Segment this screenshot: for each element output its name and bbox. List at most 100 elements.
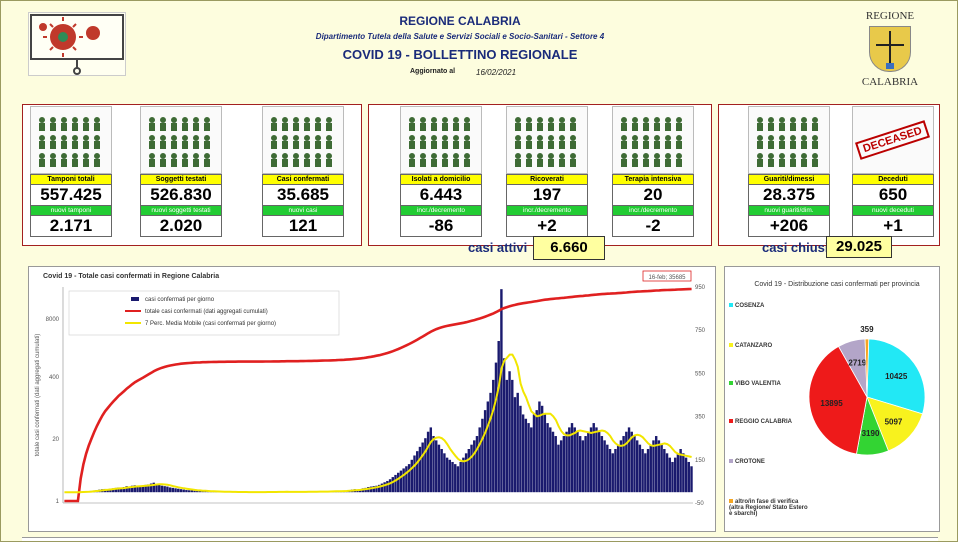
tile-label: Guariti/dimessi xyxy=(748,174,830,185)
daily-cases-bar xyxy=(654,436,658,493)
deceased-stamp-icon: DECEASED xyxy=(852,106,934,174)
daily-cases-bar xyxy=(597,431,601,493)
daily-cases-bar xyxy=(687,461,690,493)
tile-3: Isolati a domicilio 6.443 incr./decremento… xyxy=(400,106,482,237)
daily-cases-bar xyxy=(508,371,511,493)
pie-legend-item: altro/in fase di verifica (altra Regione… xyxy=(729,499,809,517)
legend-box xyxy=(68,290,340,336)
daily-cases-bar xyxy=(391,477,394,493)
house-icon xyxy=(400,106,482,174)
tile-sub-label: nuovi soggetti testati xyxy=(140,205,222,216)
closed-cases-label: casi chiusi xyxy=(762,240,829,255)
daily-cases-bar xyxy=(464,453,468,493)
daily-cases-bar xyxy=(606,444,609,493)
tile-label: Soggetti testati xyxy=(140,174,222,185)
daily-cases-bar xyxy=(635,440,639,493)
daily-cases-bar xyxy=(402,468,405,493)
daily-cases-bar xyxy=(603,440,606,493)
daily-cases-bar xyxy=(437,444,441,493)
daily-cases-bar xyxy=(644,453,647,493)
pie-slice xyxy=(866,338,926,415)
daily-cases-bar xyxy=(483,410,487,493)
daily-cases-bar xyxy=(139,486,142,493)
lab-equipment-icon xyxy=(30,106,112,174)
daily-cases-bar xyxy=(454,464,457,493)
daily-cases-bar xyxy=(562,436,566,493)
legend-swatch xyxy=(729,459,733,464)
tile-2: Casi confermati 35.685 nuovi casi 121 xyxy=(262,106,344,237)
daily-cases-bar xyxy=(456,466,460,493)
y-left-tick: 400 xyxy=(49,375,60,381)
pie-legend-label: COSENZA xyxy=(735,303,765,309)
tile-label: Ricoverati xyxy=(506,174,588,185)
legend-swatch xyxy=(729,381,733,386)
cumulative-cases-line xyxy=(64,287,692,503)
daily-cases-bar xyxy=(478,427,481,493)
daily-cases-bar xyxy=(625,431,628,493)
tile-1: Soggetti testati 526.830 nuovi soggetti te… xyxy=(140,106,222,237)
closed-cases-value: 29.025 xyxy=(826,236,892,258)
updated-date: 16/02/2021 xyxy=(476,68,517,77)
pie-value-label: 13895 xyxy=(820,399,843,408)
daily-cases-bar xyxy=(163,486,166,493)
daily-cases-bar xyxy=(158,484,161,493)
daily-cases-bar xyxy=(502,358,506,493)
department-subtitle: Dipartimento Tutela della Salute e Servi… xyxy=(315,32,605,41)
daily-cases-bar xyxy=(646,449,650,493)
legend-entry: totale casi confermati (dati aggregati c… xyxy=(145,309,268,315)
daily-cases-bar xyxy=(448,459,452,493)
virus-illustration-icon xyxy=(28,12,126,76)
daily-cases-bar xyxy=(125,486,128,493)
y-right-tick: 150 xyxy=(695,458,706,464)
tile-0: Tamponi totali 557.425 nuovi tamponi 2.171 xyxy=(30,106,112,237)
daily-cases-bar xyxy=(690,466,693,493)
province-chart: Covid 19 - Distribuzione casi confermati… xyxy=(724,266,940,532)
bottom-strip xyxy=(22,537,938,541)
daily-cases-bar xyxy=(380,483,384,493)
daily-cases-bar xyxy=(114,487,118,493)
daily-cases-bar xyxy=(663,449,666,493)
daily-cases-bar xyxy=(388,479,392,493)
daily-cases-bar xyxy=(475,436,479,493)
legend-entry: casi confermati per giorno xyxy=(145,297,215,303)
daily-cases-bar xyxy=(581,440,585,493)
pie-legend-item: COSENZA xyxy=(729,303,799,309)
daily-cases-bar xyxy=(171,487,175,493)
tile-label: Terapia intensiva xyxy=(612,174,694,185)
cases-chart-svg: 8000 400 20 1 950 750 550 350 150 -50 totale casi … xyxy=(35,270,706,507)
daily-cases-bar xyxy=(511,379,514,493)
daily-cases-bar xyxy=(497,341,500,493)
y-right-tick: 950 xyxy=(695,285,706,291)
daily-cases-bar xyxy=(394,474,397,493)
legend-swatch xyxy=(729,303,733,308)
pie-slice xyxy=(808,345,868,455)
daily-cases-bar xyxy=(117,487,120,493)
daily-cases-bar xyxy=(524,418,528,493)
y-axis-label: totale casi confermati (dati aggregati c… xyxy=(35,334,41,457)
coat-of-arms-icon xyxy=(869,26,911,72)
tile-sub-label: nuovi casi xyxy=(262,205,344,216)
daily-cases-bar xyxy=(622,436,625,493)
daily-cases-bar xyxy=(122,487,126,493)
daily-cases-bar xyxy=(386,480,389,493)
region-logo: REGIONE CALABRIA xyxy=(850,10,930,92)
daily-cases-bar xyxy=(120,487,123,493)
chart-title: Covid 19 - Totale casi confermati in Reg… xyxy=(43,273,220,280)
daily-cases-bar xyxy=(546,423,549,493)
tile-sub-value: +2 xyxy=(506,216,588,237)
daily-cases-bar xyxy=(168,487,172,493)
tile-value: 197 xyxy=(506,185,588,205)
daily-cases-bar xyxy=(551,431,555,493)
tile-6: Guariti/dimessi 28.375 nuovi guariti/dim. +… xyxy=(748,106,830,237)
tile-sub-label: nuovi guariti/dim. xyxy=(748,205,830,216)
pie-value-label: 359 xyxy=(860,325,874,334)
daily-cases-bar xyxy=(584,436,587,493)
daily-cases-bar xyxy=(614,449,617,493)
tile-sub-value: 2.020 xyxy=(140,216,222,237)
pie-title: Covid 19 - Distribuzione casi confermati… xyxy=(754,281,920,288)
logo-top-text: REGIONE xyxy=(865,10,915,22)
bulletin-title: COVID 19 - BOLLETTINO REGIONALE xyxy=(342,47,578,62)
hospital-bed-icon xyxy=(506,106,588,174)
daily-cases-bar xyxy=(513,397,517,493)
daily-cases-bar xyxy=(481,418,484,493)
